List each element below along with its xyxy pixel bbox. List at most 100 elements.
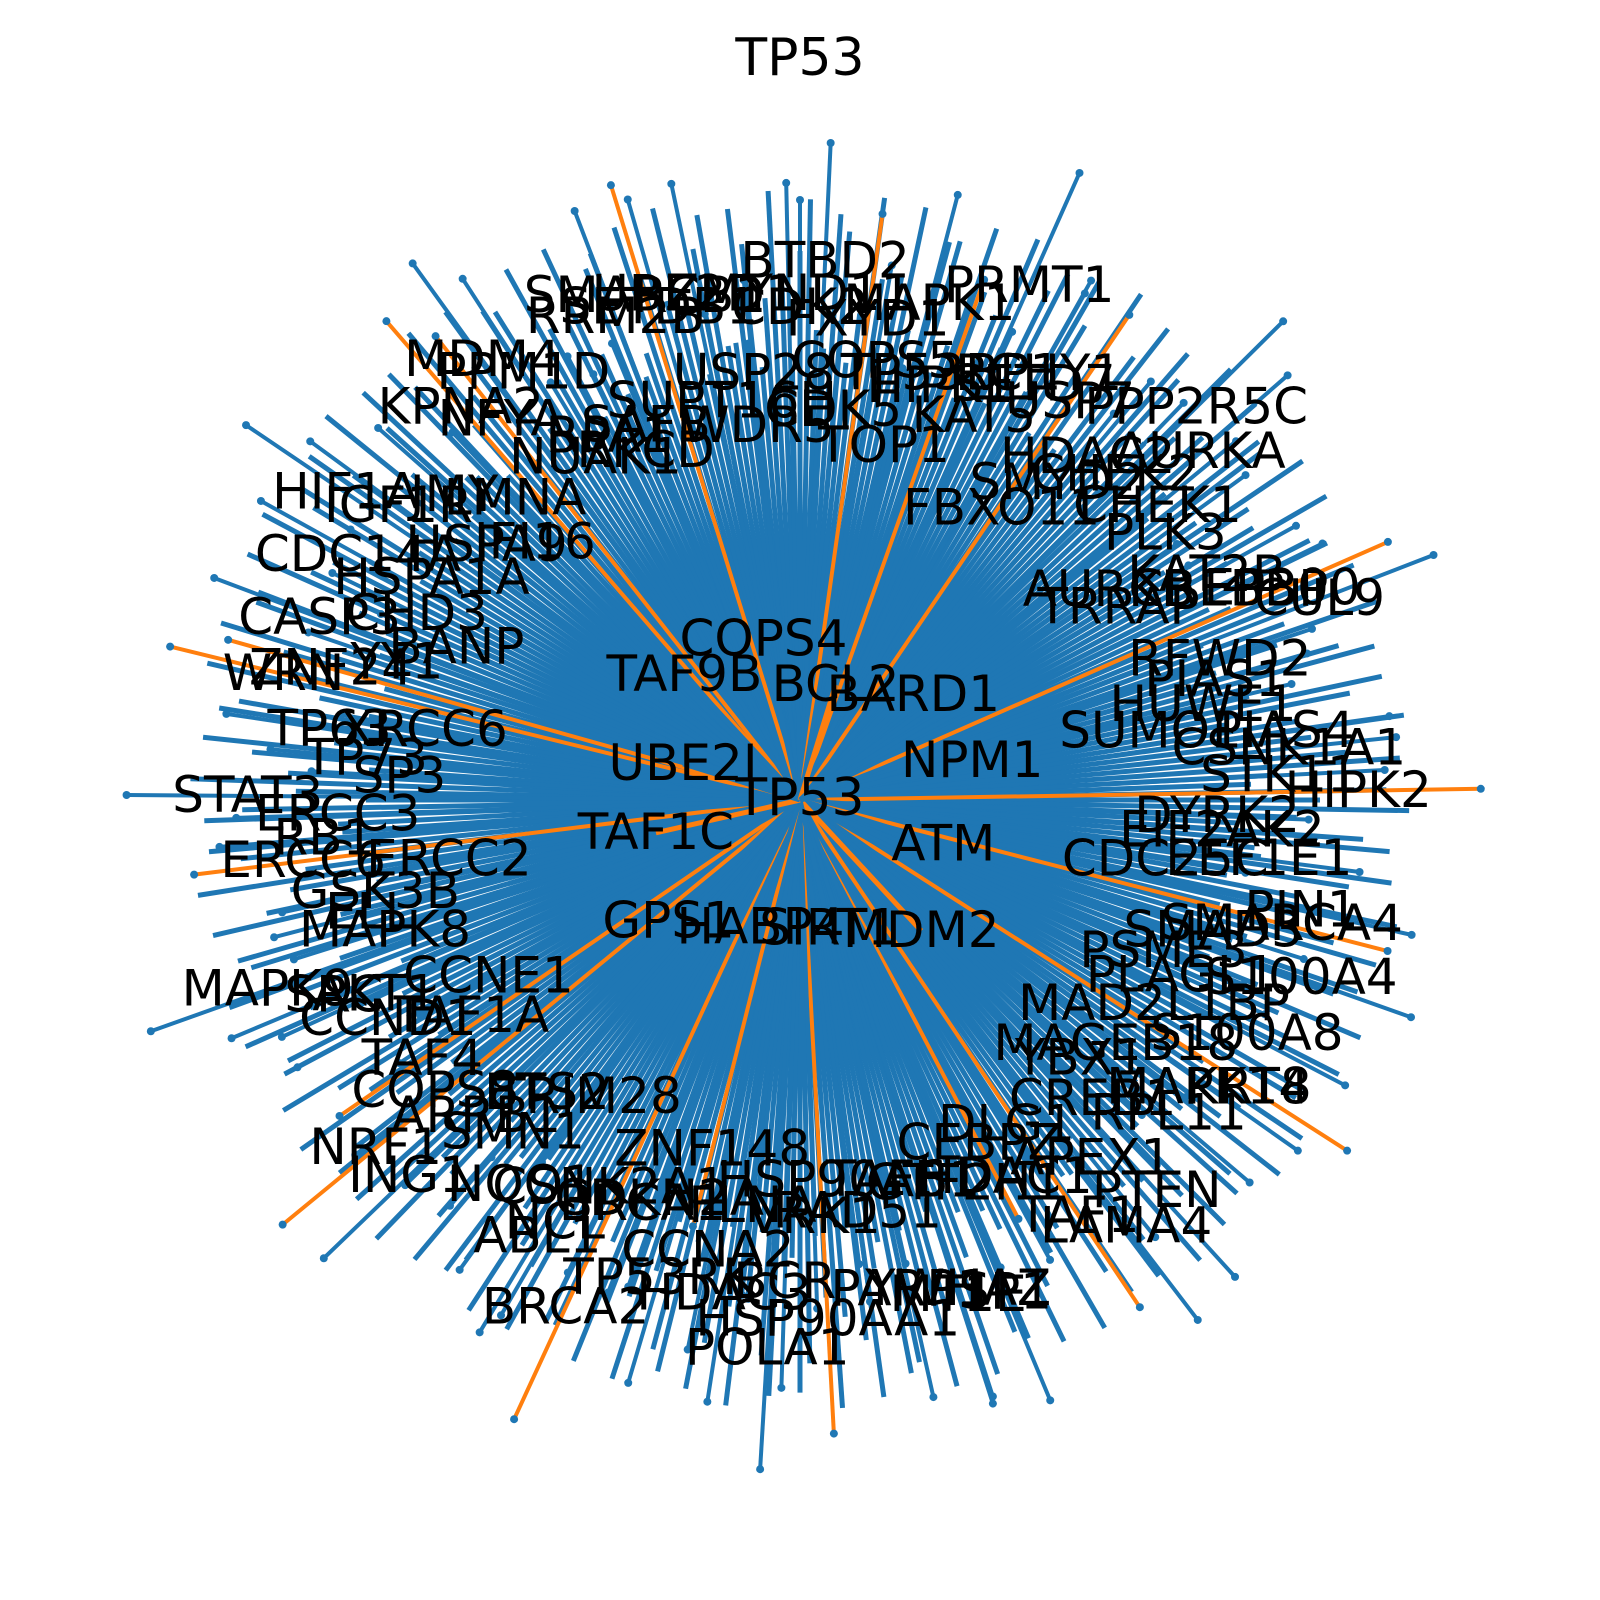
node-smad3 — [1299, 955, 1308, 964]
node-label: MAPK8 — [299, 901, 471, 959]
node-ets2 — [487, 1153, 496, 1162]
node-ell — [270, 933, 279, 942]
node-label: ARRB1 — [391, 1086, 561, 1144]
node-label: COPS5 — [791, 332, 959, 390]
node-label: CEBPZ — [897, 1114, 1062, 1172]
edge-rchy1 — [798, 279, 1093, 801]
edge-cdc25c — [799, 798, 1246, 875]
node-lmna — [448, 428, 457, 437]
node-ybx1 — [1137, 1110, 1146, 1119]
node-mapk9 — [146, 1027, 155, 1036]
node-hif1a — [242, 421, 251, 430]
edge-hspa1a — [349, 527, 802, 802]
node-znf148 — [688, 1222, 697, 1231]
node-label: TAF1A — [393, 986, 550, 1044]
node-label: HSP90AB1 — [717, 1151, 980, 1209]
node-label: RAD51 — [773, 1181, 942, 1239]
node-label: NCL — [505, 1193, 605, 1251]
node-label: SMAD3 — [1123, 900, 1302, 958]
node-rfwd2 — [1307, 624, 1316, 633]
edge-npm1 — [799, 758, 973, 803]
node-prkcd — [589, 370, 598, 379]
node-label: HIF1A — [272, 463, 419, 521]
node-hipk2 — [1476, 784, 1485, 793]
edge-mad2l1bp — [799, 798, 1233, 1051]
node-chd3 — [328, 569, 337, 578]
edge-lama4 — [798, 798, 1200, 1322]
node-label: CDK5 — [764, 380, 902, 438]
node-label: TRIM28 — [494, 1067, 682, 1125]
node-label: TOP1 — [817, 416, 950, 474]
edge-plagl1 — [799, 798, 1266, 1017]
edge-hsp90ab1 — [798, 799, 862, 1265]
node-taf1 — [1135, 1303, 1144, 1312]
node-psme3 — [1239, 980, 1248, 989]
node-label: BRCA1 — [559, 1174, 726, 1232]
node-brca1 — [604, 1288, 613, 1297]
edge-sirt1 — [797, 799, 832, 929]
node-mageb18 — [1181, 1093, 1190, 1102]
edge-bcl2 — [797, 684, 838, 801]
edge-mageb18 — [798, 798, 1187, 1099]
node-label: DYRK2 — [1134, 786, 1300, 844]
node-kpna2 — [382, 317, 391, 326]
edge-znf24 — [227, 637, 801, 802]
node-btbd2 — [826, 139, 835, 148]
node-layer — [122, 139, 1485, 1474]
node-hdac1 — [1046, 1255, 1055, 1264]
node-mapk14 — [1293, 1146, 1302, 1155]
node-eif2ak2 — [1310, 833, 1319, 842]
node-taf6 — [901, 1259, 910, 1268]
edge-krt8 — [798, 798, 1349, 1153]
edge-pin1 — [799, 798, 1413, 937]
edge-hsp90aa1 — [798, 799, 836, 1434]
edge-rpl11 — [798, 798, 1251, 1185]
node-label: HSPA1A — [333, 548, 530, 606]
node-label: PLAGL1 — [1086, 946, 1277, 1004]
edge-nrf1 — [281, 798, 802, 1227]
node-ercc2 — [367, 868, 376, 877]
edge-crebbp — [799, 541, 1324, 802]
node-label: AKT1 — [312, 964, 437, 1022]
node-label: PLK3 — [1104, 504, 1227, 562]
node-label: KAT2B — [1127, 545, 1286, 603]
node-label: STAT3 — [172, 766, 323, 824]
node-chek2 — [1179, 398, 1188, 407]
edge-cops5 — [798, 265, 894, 801]
edge-chek1 — [798, 439, 1238, 802]
node-label: UBE2D1 — [592, 265, 797, 323]
node-label: S100A8 — [1150, 1004, 1343, 1062]
node-label: PTEN — [1092, 1161, 1222, 1219]
node-label: PIAS1 — [1144, 650, 1287, 708]
node-label: EIF2AK2 — [1119, 801, 1325, 859]
node-pias4 — [1385, 712, 1394, 721]
node-kat2b — [1291, 521, 1300, 530]
node-label: PPM1D — [436, 343, 610, 401]
node-smyd2 — [1109, 409, 1118, 418]
node-label: SMN1 — [441, 1103, 585, 1161]
node-dlg1 — [1047, 1191, 1056, 1200]
node-label: FXYD1 — [786, 289, 950, 347]
node-sp1 — [1046, 1396, 1055, 1405]
node-label: FBXO11 — [903, 478, 1100, 536]
node-label: CHEK1 — [1073, 476, 1242, 534]
node-smarca4 — [1383, 947, 1392, 956]
edge-ercc6 — [193, 798, 801, 877]
node-top1 — [898, 364, 907, 373]
node-cebpz — [1014, 1214, 1023, 1223]
node-label: PPP2R5C — [1084, 377, 1308, 435]
edge-hdac1 — [798, 799, 1052, 1261]
node-banp — [376, 610, 385, 619]
node-label: CASP3 — [238, 588, 401, 646]
edge-rrm2b — [572, 210, 802, 801]
node-taf1a — [395, 1059, 404, 1068]
edge-smyd2 — [798, 412, 1116, 802]
node-label: HDAC3 — [636, 1263, 811, 1321]
node-label: COPS4 — [680, 610, 848, 668]
node-flna — [738, 1290, 747, 1299]
edge-usp7 — [798, 313, 1131, 802]
node-label: ELL — [325, 883, 412, 941]
edge-casp3 — [213, 576, 801, 802]
edge-cdkn2a — [626, 799, 802, 1288]
node-label: KRT8 — [1186, 1058, 1312, 1116]
